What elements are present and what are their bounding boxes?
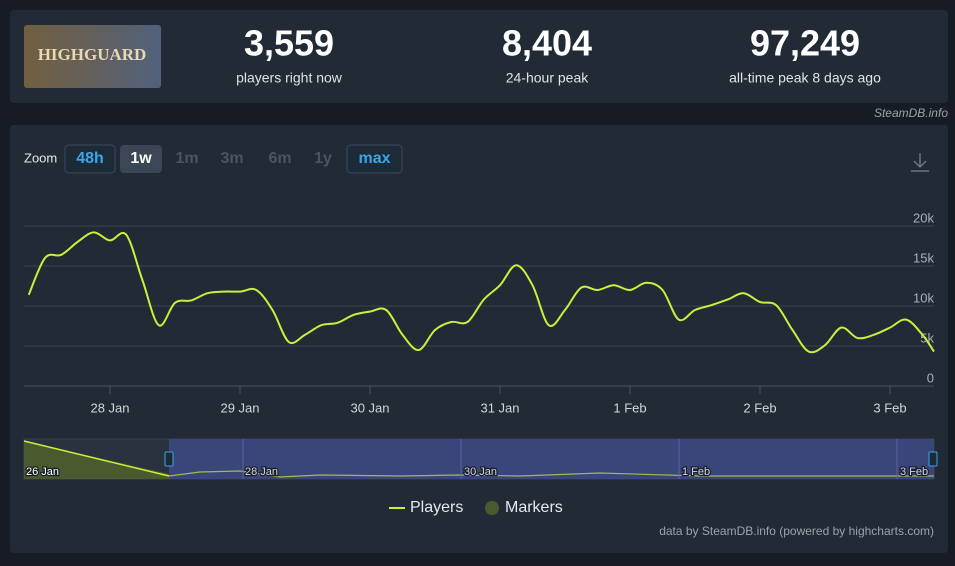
zoom-button[interactable] <box>120 145 162 173</box>
zoom-label: Zoom <box>24 150 57 165</box>
navigator-label: 30 Jan <box>464 466 497 478</box>
legend-label[interactable]: Players <box>410 499 463 516</box>
x-tick-label: 30 Jan <box>350 400 389 415</box>
zoom-button-label: 3m <box>220 150 243 167</box>
navigator-handle[interactable] <box>928 451 938 467</box>
zoom-button-label: 6m <box>268 150 291 167</box>
navigator-label: 3 Feb <box>900 466 928 478</box>
download-icon[interactable] <box>911 153 929 172</box>
y-tick-label: 20k <box>913 210 934 225</box>
stats-panel <box>10 10 948 103</box>
game-logo: HIGHGUARD <box>38 45 147 64</box>
navigator-label: 28 Jan <box>245 466 278 478</box>
chart-panel <box>10 125 948 553</box>
zoom-button[interactable] <box>64 144 116 174</box>
x-tick-label: 1 Feb <box>613 400 646 415</box>
y-tick-label: 10k <box>913 290 934 305</box>
navigator-label: 26 Jan <box>26 466 59 478</box>
stat-value: 97,249 <box>750 23 860 64</box>
navigator-line <box>23 440 170 477</box>
series-line <box>27 231 935 354</box>
navigator-selection[interactable] <box>169 439 934 479</box>
stat-label: all-time peak 8 days ago <box>729 70 881 86</box>
y-tick-label: 0 <box>927 370 934 385</box>
stat-label: players right now <box>236 70 343 86</box>
stat-value: 3,559 <box>244 23 334 64</box>
game-image-tint <box>24 25 161 88</box>
stat-label: 24-hour peak <box>506 70 590 86</box>
x-tick-label: 29 Jan <box>220 400 259 415</box>
zoom-button-label: 1m <box>175 150 198 167</box>
y-tick-label: 5k <box>920 330 934 345</box>
source: SteamDB.info <box>874 106 948 120</box>
x-tick-label: 28 Jan <box>90 400 129 415</box>
zoom-button[interactable] <box>346 144 403 174</box>
zoom-button-label: 1y <box>314 150 332 167</box>
navigator-label: 1 Feb <box>682 466 710 478</box>
y-tick-label: 15k <box>913 250 934 265</box>
zoom-button-label[interactable]: max <box>358 150 390 167</box>
navigator-line <box>168 470 934 478</box>
zoom-button-label[interactable]: 1w <box>130 150 152 167</box>
x-tick-label: 2 Feb <box>743 400 776 415</box>
x-tick-label: 31 Jan <box>480 400 519 415</box>
legend-symbol <box>485 501 499 515</box>
legend-label[interactable]: Markers <box>505 499 563 516</box>
navigator-handle[interactable] <box>164 451 174 467</box>
zoom-button-label[interactable]: 48h <box>76 150 104 167</box>
credits: data by SteamDB.info (powered by highcha… <box>659 524 934 538</box>
stat-value: 8,404 <box>502 23 592 64</box>
x-tick-label: 3 Feb <box>873 400 906 415</box>
